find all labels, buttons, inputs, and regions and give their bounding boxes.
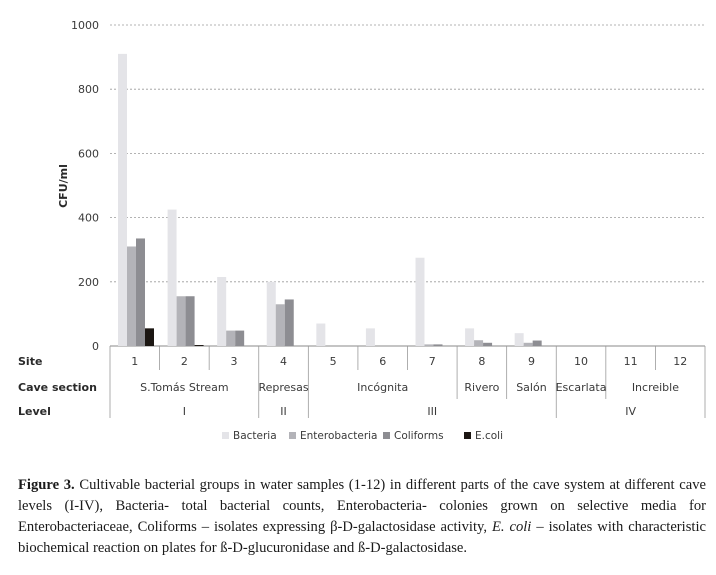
legend-swatch-bacteria xyxy=(222,432,229,439)
bar-e-coli-site-1 xyxy=(145,328,154,346)
caption-figure-label: Figure 3. xyxy=(18,476,75,493)
y-tick-label: 800 xyxy=(78,83,99,96)
bar-enterobacteria-site-8 xyxy=(474,340,484,346)
bar-bacteria-site-4 xyxy=(266,281,276,346)
site-label: 9 xyxy=(528,355,535,368)
bar-bacteria-site-5 xyxy=(316,323,326,346)
y-axis-label: CFU/ml xyxy=(57,164,70,208)
bar-enterobacteria-site-9 xyxy=(523,342,533,346)
site-label: 3 xyxy=(230,355,237,368)
legend-label-coliforms: Coliforms xyxy=(394,430,444,442)
legend-label-enterobacteria: Enterobacteria xyxy=(300,430,378,442)
row-label-cave-section: Cave section xyxy=(18,381,97,394)
cave-section-label: Escarlata xyxy=(556,381,607,394)
caption-text-part2: – isolates with characteristic biochemic… xyxy=(18,518,706,556)
bar-enterobacteria-site-2 xyxy=(176,296,186,346)
legend-label-bacteria: Bacteria xyxy=(233,430,277,442)
bar-enterobacteria-site-1 xyxy=(127,246,136,346)
legend: Bacteria Enterobacteria Coliforms E.coli xyxy=(222,430,503,442)
site-label: 1 xyxy=(131,355,138,368)
cave-section-label: Rivero xyxy=(464,381,499,394)
gridlines xyxy=(110,24,705,283)
y-tick-label: 200 xyxy=(78,276,99,289)
level-label: III xyxy=(427,405,437,418)
caption-ecoli: E. coli xyxy=(491,518,532,535)
bar-chart: 0 200 400 600 800 1000 CFU/ml Site Cave section L… xyxy=(18,19,706,442)
level-label: IV xyxy=(625,405,636,418)
y-tick-label: 1000 xyxy=(71,19,99,32)
legend-label-e-coli: E.coli xyxy=(475,430,503,442)
bar-bacteria-site-9 xyxy=(514,333,524,346)
bar-bacteria-site-3 xyxy=(217,276,227,346)
site-label: 5 xyxy=(330,355,337,368)
caption-text-part1: Cultivable bacterial groups in water sam… xyxy=(18,476,706,535)
bar-bacteria-site-8 xyxy=(465,328,475,346)
bar-enterobacteria-site-4 xyxy=(275,304,285,346)
bar-bacteria-site-7 xyxy=(415,257,425,346)
labels: 0 200 400 600 800 1000 CFU/ml Site Cave section L… xyxy=(18,19,687,418)
row-label-level: Level xyxy=(18,405,51,418)
site-label: 8 xyxy=(478,355,485,368)
bar-coliforms-site-8 xyxy=(483,342,493,346)
axes xyxy=(109,345,706,418)
site-label: 2 xyxy=(181,355,188,368)
bar-coliforms-site-9 xyxy=(532,340,542,346)
cave-section-label: Salón xyxy=(516,381,547,394)
y-tick-label: 400 xyxy=(78,212,99,225)
bar-coliforms-site-1 xyxy=(136,238,145,346)
level-label: II xyxy=(280,405,287,418)
site-label: 11 xyxy=(624,355,638,368)
bar-enterobacteria-site-7 xyxy=(424,344,434,346)
legend-swatch-enterobacteria xyxy=(289,432,296,439)
bar-coliforms-site-2 xyxy=(185,296,195,346)
bar-e-coli-site-2 xyxy=(194,345,204,346)
bar-coliforms-site-7 xyxy=(433,344,443,346)
y-tick-label: 0 xyxy=(92,340,99,353)
level-label: I xyxy=(183,405,186,418)
bars xyxy=(118,53,542,346)
bar-coliforms-site-4 xyxy=(284,299,294,346)
cave-section-label: S.Tomás Stream xyxy=(140,381,229,394)
bar-bacteria-site-6 xyxy=(365,328,375,346)
cave-section-label: Increible xyxy=(632,381,679,394)
site-label: 7 xyxy=(429,355,436,368)
legend-swatch-coliforms xyxy=(383,432,390,439)
chart-svg: 0 200 400 600 800 1000 CFU/ml Site Cave section L… xyxy=(18,19,706,442)
figure-caption: Figure 3. Cultivable bacterial groups in… xyxy=(18,475,706,559)
bar-bacteria-site-1 xyxy=(118,53,127,346)
site-label: 12 xyxy=(673,355,687,368)
site-label: 6 xyxy=(379,355,386,368)
bar-enterobacteria-site-3 xyxy=(226,330,236,346)
row-label-site: Site xyxy=(18,355,42,368)
bar-bacteria-site-2 xyxy=(167,209,177,346)
legend-swatch-e-coli xyxy=(464,432,471,439)
site-label: 4 xyxy=(280,355,287,368)
cave-section-label: Incógnita xyxy=(357,381,408,394)
bar-coliforms-site-3 xyxy=(235,330,245,346)
site-label: 10 xyxy=(574,355,588,368)
cave-section-label: Represas xyxy=(258,381,308,394)
y-tick-label: 600 xyxy=(78,147,99,160)
